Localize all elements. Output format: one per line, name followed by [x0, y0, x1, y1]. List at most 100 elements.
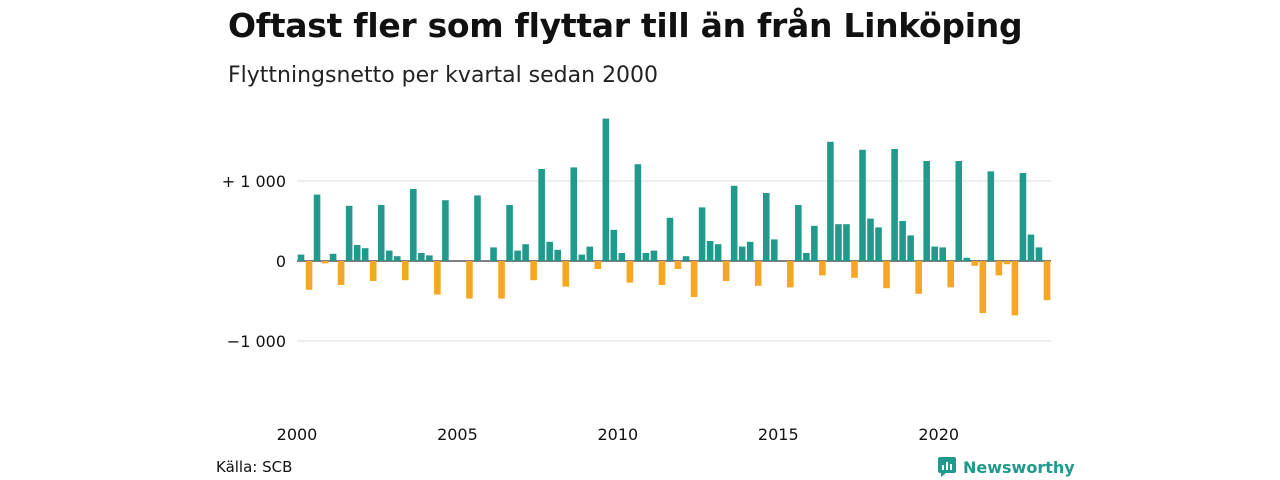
newsworthy-brand[interactable]: Newsworthy [937, 455, 1075, 479]
bar [851, 261, 858, 278]
chart-subtitle: Flyttningsnetto per kvartal sedan 2000 [228, 63, 659, 88]
bar [410, 189, 417, 261]
bar [305, 261, 313, 290]
bar [923, 161, 930, 261]
brand-name: Newsworthy [963, 457, 1075, 477]
bar [987, 171, 995, 261]
bar [939, 247, 946, 261]
bar [931, 246, 938, 261]
bar [971, 261, 979, 266]
bar [819, 261, 826, 276]
bar [385, 250, 393, 261]
bar [570, 167, 578, 261]
bar [650, 250, 658, 261]
bar [434, 261, 441, 295]
x-tick-label: 2005 [437, 425, 478, 444]
bar [554, 249, 561, 261]
bar [1027, 234, 1035, 261]
bar [361, 248, 369, 261]
bar [899, 221, 906, 261]
bar [353, 245, 361, 261]
bar [466, 261, 473, 299]
bar [915, 261, 922, 294]
bar [875, 227, 882, 261]
bar [610, 229, 618, 261]
bar [498, 261, 505, 299]
bar [1019, 173, 1027, 261]
bar [426, 255, 433, 261]
bar [514, 250, 521, 261]
bar [377, 205, 385, 261]
bar [795, 205, 802, 261]
bar [337, 261, 345, 285]
y-tick-label: −1 000 [227, 332, 286, 351]
x-tick-label: 2020 [918, 425, 959, 444]
bar [297, 254, 305, 261]
bar [859, 149, 866, 261]
bar [714, 244, 722, 261]
bar [835, 224, 842, 261]
bar [1043, 261, 1051, 301]
bar [995, 261, 1003, 276]
y-tick-label: 0 [276, 252, 286, 271]
bar [658, 261, 666, 285]
bar [682, 256, 690, 261]
bar [963, 257, 971, 261]
bar [626, 261, 634, 283]
bar [722, 261, 730, 281]
bar [706, 241, 714, 261]
bar [402, 261, 409, 281]
bar [329, 253, 337, 261]
bar [490, 247, 497, 261]
bar [754, 261, 762, 286]
bar [811, 225, 818, 261]
bar [474, 195, 481, 261]
bar [891, 149, 898, 261]
bar [746, 241, 754, 261]
bar [666, 217, 674, 261]
bar [506, 205, 513, 261]
bar [698, 207, 706, 261]
x-tick-label: 2000 [277, 425, 318, 444]
bar [530, 261, 537, 281]
bar [562, 261, 569, 287]
bar [955, 161, 963, 261]
bar [369, 261, 377, 281]
chart-title: Oftast fler som flyttar till än från Lin… [228, 6, 1023, 45]
bar [787, 261, 794, 288]
bar [522, 244, 529, 261]
bar [738, 246, 746, 261]
bar [762, 193, 770, 261]
bar [979, 261, 987, 313]
bar [907, 235, 914, 261]
bar [803, 253, 810, 261]
bars [297, 118, 1051, 316]
x-tick-label: 2015 [758, 425, 799, 444]
bar [642, 253, 650, 261]
bar [313, 194, 321, 261]
bar [867, 218, 874, 261]
y-tick-label: + 1 000 [222, 172, 286, 191]
bar [602, 118, 610, 261]
bar [730, 185, 738, 261]
bar [674, 261, 682, 269]
bar [393, 256, 401, 261]
bar [618, 253, 626, 261]
bar [578, 254, 586, 261]
bar [690, 261, 698, 297]
bar [538, 169, 545, 261]
bar [546, 241, 553, 261]
source-note: Källa: SCB [216, 458, 293, 476]
bar [770, 239, 778, 261]
bar [947, 261, 955, 288]
bar [1003, 261, 1011, 265]
bar [843, 224, 850, 261]
bar [594, 261, 602, 269]
bar [1035, 247, 1043, 261]
newsworthy-logo-icon [938, 457, 956, 477]
bar [1011, 261, 1019, 316]
bar [827, 141, 834, 261]
bar [418, 253, 425, 261]
x-tick-label: 2010 [597, 425, 638, 444]
